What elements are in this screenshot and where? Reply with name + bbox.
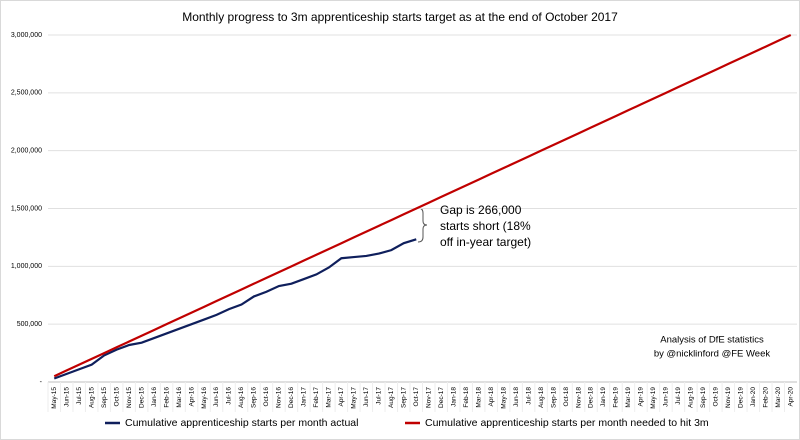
x-tick-label: Nov-15 [126, 387, 133, 408]
x-tick-label: May-17 [351, 387, 358, 409]
x-tick-label: Mar-16 [176, 387, 183, 408]
legend-label: Cumulative apprenticeship starts per mon… [125, 417, 358, 429]
x-tick-label: Sep-19 [700, 387, 707, 408]
x-tick-label: Jul-17 [376, 387, 383, 405]
x-tick-label: Dec-15 [138, 387, 145, 408]
x-tick-label: Feb-17 [313, 387, 320, 408]
series-line [53, 238, 417, 380]
x-tick-label: Apr-20 [787, 387, 794, 407]
x-tick-label: Oct-17 [413, 387, 420, 407]
gap-brace [417, 207, 428, 243]
x-tick-label: Apr-18 [488, 387, 495, 407]
x-tick-label: Sep-15 [101, 387, 108, 408]
x-tick-label: Aug-19 [688, 387, 695, 408]
y-tick-label: 1,000,000 [11, 263, 42, 270]
x-tick-label: Oct-19 [713, 387, 720, 407]
x-tick-label: May-16 [201, 387, 208, 409]
x-tick-label: Dec-19 [738, 387, 745, 408]
x-tick-label: Jan-16 [151, 387, 158, 407]
x-tick-label: Apr-16 [188, 387, 195, 407]
x-tick-label: Aug-18 [538, 387, 545, 408]
x-tick-label: Jan-20 [750, 387, 757, 407]
x-tick-label: Jun-15 [63, 387, 70, 407]
annotation-text: Analysis of DfE statistics [660, 335, 764, 346]
x-tick-label: Dec-16 [288, 387, 295, 408]
x-tick-label: Feb-18 [463, 387, 470, 408]
annotation-text: by @nicklinford @FE Week [654, 349, 771, 360]
x-tick-label: Feb-19 [613, 387, 620, 408]
x-tick-label: Mar-17 [326, 387, 333, 408]
x-tick-label: Mar-20 [775, 387, 782, 408]
x-tick-label: Aug-15 [88, 387, 95, 408]
x-tick-label: Nov-17 [425, 387, 432, 408]
x-tick-label: Jan-18 [450, 387, 457, 407]
x-tick-label: Mar-18 [475, 387, 482, 408]
annotation-text: starts short (18% [440, 219, 531, 233]
x-tick-label: Jul-18 [525, 387, 532, 405]
x-tick-label: May-19 [650, 387, 657, 409]
annotation-text: off in-year target) [440, 235, 531, 249]
x-tick-label: Oct-16 [263, 387, 270, 407]
x-tick-label: Feb-16 [163, 387, 170, 408]
x-tick-label: Oct-15 [113, 387, 120, 407]
x-tick-label: Feb-20 [763, 387, 770, 408]
x-tick-label: Jun-19 [663, 387, 670, 407]
x-tick-label: Nov-19 [725, 387, 732, 408]
x-tick-label: Jun-18 [513, 387, 520, 407]
x-tick-label: Sep-16 [251, 387, 258, 408]
x-tick-label: Jan-19 [600, 387, 607, 407]
y-tick-label: 1,500,000 [11, 205, 42, 212]
x-tick-label: Jul-15 [76, 387, 83, 405]
x-tick-label: Oct-18 [563, 387, 570, 407]
x-tick-label: Aug-17 [388, 387, 395, 408]
x-tick-label: May-18 [500, 387, 507, 409]
annotation-text: Gap is 266,000 [440, 203, 522, 217]
x-tick-label: Nov-18 [575, 387, 582, 408]
x-tick-label: Jun-17 [363, 387, 370, 407]
x-tick-label: May-15 [51, 387, 58, 409]
x-tick-label: Mar-19 [625, 387, 632, 408]
legend-label: Cumulative apprenticeship starts per mon… [425, 417, 709, 429]
x-tick-label: Aug-16 [238, 387, 245, 408]
y-tick-label: 2,500,000 [11, 90, 42, 97]
series-line [53, 34, 792, 378]
x-tick-label: Jul-16 [226, 387, 233, 405]
y-tick-label: 500,000 [17, 321, 42, 328]
y-tick-label: 3,000,000 [11, 32, 42, 39]
x-tick-label: Jan-17 [301, 387, 308, 407]
x-tick-label: Jul-19 [675, 387, 682, 405]
x-tick-label: Sep-17 [400, 387, 407, 408]
x-tick-label: Jun-16 [213, 387, 220, 407]
y-tick-label: - [40, 379, 43, 386]
chart-title: Monthly progress to 3m apprenticeship st… [182, 10, 618, 24]
x-tick-label: Nov-16 [276, 387, 283, 408]
x-tick-label: Dec-17 [438, 387, 445, 408]
y-tick-label: 2,000,000 [11, 148, 42, 155]
x-tick-label: Apr-19 [638, 387, 645, 407]
x-tick-label: Apr-17 [338, 387, 345, 407]
x-tick-label: Dec-18 [588, 387, 595, 408]
x-tick-label: Sep-18 [550, 387, 557, 408]
